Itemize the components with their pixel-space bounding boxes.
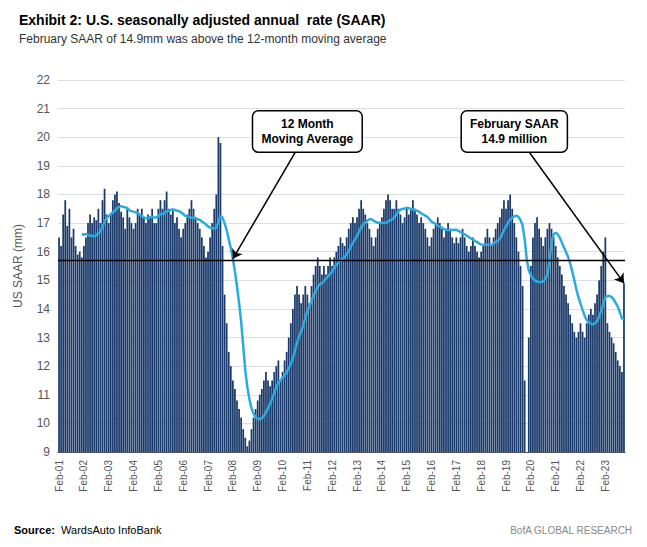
svg-text:February SAAR of 14.9mm was ab: February SAAR of 14.9mm was above the 12… (19, 32, 387, 46)
svg-text:9: 9 (43, 445, 50, 459)
svg-text:16: 16 (37, 245, 51, 259)
svg-text:Feb-09: Feb-09 (252, 460, 263, 492)
svg-text:Feb-03: Feb-03 (103, 460, 114, 492)
svg-text:20: 20 (37, 130, 51, 144)
svg-text:Feb-23: Feb-23 (600, 460, 611, 492)
svg-text:11: 11 (38, 388, 51, 402)
svg-text:Feb-06: Feb-06 (178, 460, 189, 492)
svg-text:Feb-08: Feb-08 (227, 460, 238, 492)
svg-text:Feb-01: Feb-01 (54, 460, 65, 492)
svg-text:Exhibit 2: U.S. seasonally adj: Exhibit 2: U.S. seasonally adjusted annu… (19, 12, 385, 28)
svg-text:Source:: Source: (14, 524, 55, 536)
svg-text:13: 13 (37, 331, 51, 345)
svg-text:Feb-18: Feb-18 (476, 460, 487, 492)
svg-text:12 Month: 12 Month (281, 117, 334, 131)
svg-text:Feb-21: Feb-21 (550, 460, 561, 492)
svg-text:21: 21 (37, 102, 51, 116)
svg-text:BofA GLOBAL RESEARCH: BofA GLOBAL RESEARCH (510, 525, 632, 536)
svg-text:17: 17 (37, 216, 51, 230)
svg-text:14: 14 (37, 302, 51, 316)
svg-text:Feb-05: Feb-05 (153, 460, 164, 492)
svg-text:Feb-19: Feb-19 (501, 460, 512, 492)
svg-text:12: 12 (37, 359, 51, 373)
svg-text:10: 10 (37, 416, 51, 430)
svg-text:Feb-02: Feb-02 (78, 460, 89, 492)
svg-text:Feb-22: Feb-22 (575, 460, 586, 492)
svg-text:US SAAR (mm): US SAAR (mm) (11, 224, 25, 308)
svg-text:15: 15 (37, 273, 51, 287)
svg-text:Feb-12: Feb-12 (327, 460, 338, 492)
svg-text:WardsAuto InfoBank: WardsAuto InfoBank (55, 524, 162, 536)
svg-text:Feb-13: Feb-13 (352, 460, 363, 492)
svg-text:Feb-04: Feb-04 (128, 460, 139, 492)
svg-text:22: 22 (37, 73, 51, 87)
svg-text:Feb-16: Feb-16 (426, 460, 437, 492)
svg-text:Feb-07: Feb-07 (203, 460, 214, 492)
svg-text:Moving Average: Moving Average (261, 132, 353, 146)
svg-text:Feb-14: Feb-14 (376, 460, 387, 492)
svg-text:Feb-15: Feb-15 (401, 460, 412, 492)
svg-text:February SAAR: February SAAR (470, 117, 559, 131)
svg-text:Feb-11: Feb-11 (302, 460, 313, 491)
svg-text:18: 18 (37, 187, 51, 201)
svg-text:14.9 million: 14.9 million (482, 132, 547, 146)
svg-text:Feb-10: Feb-10 (277, 460, 288, 492)
svg-text:19: 19 (37, 159, 51, 173)
svg-text:Feb-20: Feb-20 (525, 460, 536, 492)
svg-text:Feb-17: Feb-17 (451, 460, 462, 492)
